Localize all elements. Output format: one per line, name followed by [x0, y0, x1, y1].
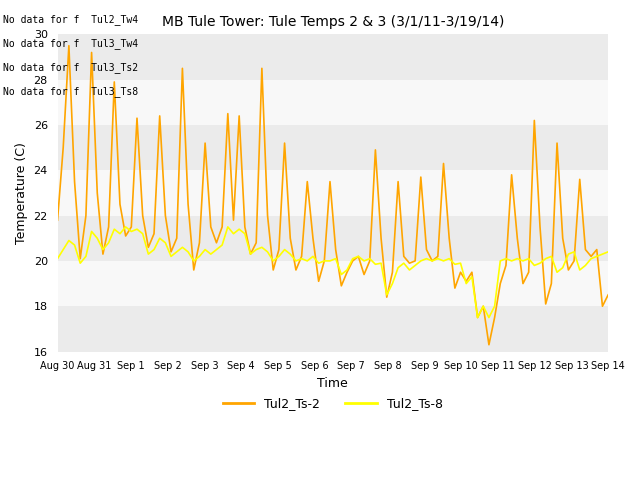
Bar: [58, 80, 608, 125]
Y-axis label: Temperature (C): Temperature (C): [15, 142, 28, 244]
Bar: [58, 261, 608, 306]
Bar: [58, 35, 608, 80]
Text: No data for f  Tul3_Ts2: No data for f Tul3_Ts2: [3, 62, 138, 73]
X-axis label: Time: Time: [317, 377, 348, 390]
Legend: Tul2_Ts-2, Tul2_Ts-8: Tul2_Ts-2, Tul2_Ts-8: [218, 392, 447, 415]
Text: No data for f  Tul2_Tw4: No data for f Tul2_Tw4: [3, 14, 138, 25]
Bar: [58, 170, 608, 216]
Bar: [58, 216, 608, 261]
Text: No data for f  Tul3_Ts8: No data for f Tul3_Ts8: [3, 86, 138, 97]
Title: MB Tule Tower: Tule Temps 2 & 3 (3/1/11-3/19/14): MB Tule Tower: Tule Temps 2 & 3 (3/1/11-…: [162, 15, 504, 29]
Text: No data for f  Tul3_Tw4: No data for f Tul3_Tw4: [3, 38, 138, 49]
Bar: [58, 306, 608, 351]
Bar: [58, 125, 608, 170]
